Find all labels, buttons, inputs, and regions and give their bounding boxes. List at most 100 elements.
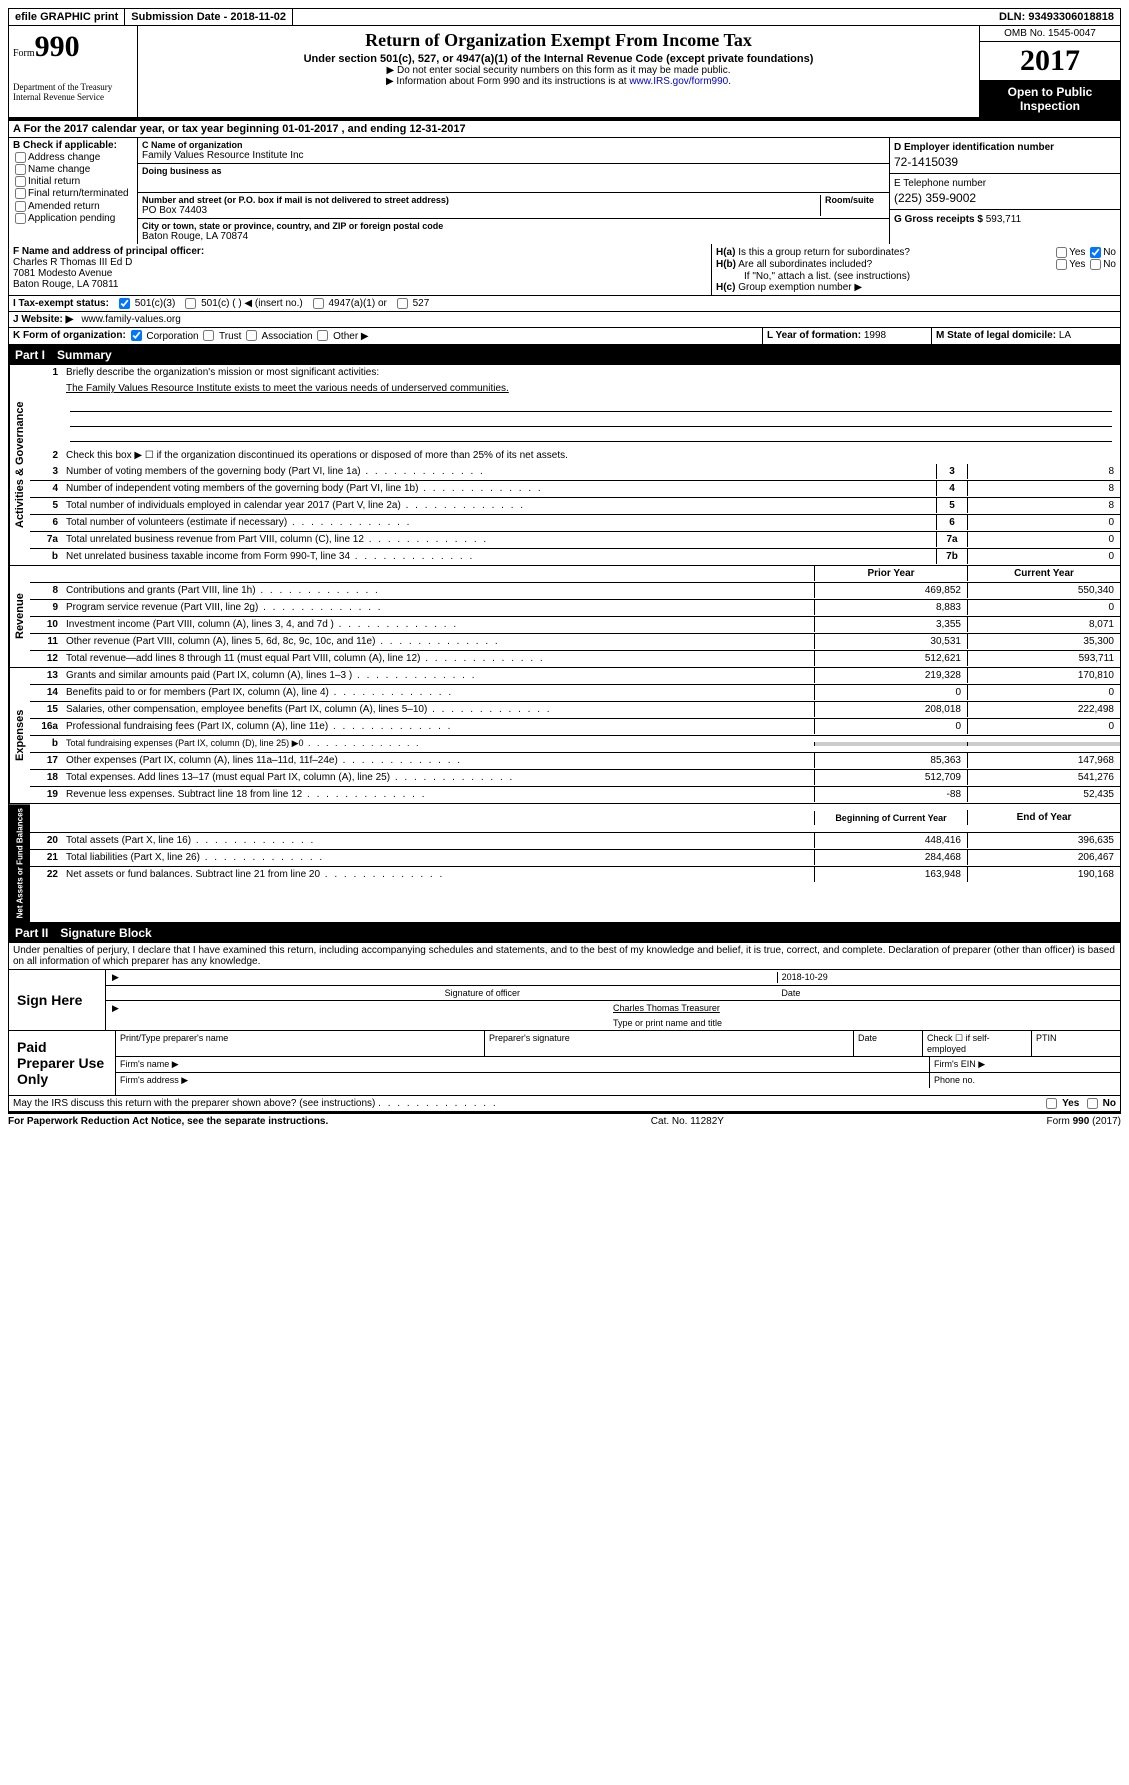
line-val: 8 xyxy=(967,498,1120,513)
line-prior: 208,018 xyxy=(814,702,967,717)
pp-sig: Preparer's signature xyxy=(485,1031,854,1056)
instr-link: ▶ Information about Form 990 and its ins… xyxy=(142,76,975,87)
addr-label: Number and street (or P.O. box if mail i… xyxy=(142,195,816,205)
cb-initial-return[interactable]: Initial return xyxy=(13,176,133,187)
line-prior: 0 xyxy=(814,685,967,700)
room-label: Room/suite xyxy=(821,195,885,216)
hb-note: If "No," attach a list. (see instruction… xyxy=(716,271,1116,282)
year-formation: 1998 xyxy=(864,330,886,341)
cb-501c[interactable]: 501(c) ( ) ◀ (insert no.) xyxy=(183,298,302,309)
cb-amended[interactable]: Amended return xyxy=(13,201,133,212)
hb-text: Are all subordinates included? xyxy=(738,259,872,270)
line-prior: 512,709 xyxy=(814,770,967,785)
line-current: 206,467 xyxy=(967,850,1120,865)
cb-name-change[interactable]: Name change xyxy=(13,164,133,175)
firm-phone: Phone no. xyxy=(930,1073,1120,1088)
col-c: C Name of organization Family Values Res… xyxy=(138,138,890,244)
line-desc: Number of independent voting members of … xyxy=(62,481,936,496)
line-current: 550,340 xyxy=(967,583,1120,598)
ha-yes[interactable] xyxy=(1056,247,1067,258)
line-val: 8 xyxy=(967,464,1120,479)
line-val: 0 xyxy=(967,532,1120,547)
line-val: 0 xyxy=(967,515,1120,530)
irs-link[interactable]: www.IRS.gov/form990 xyxy=(629,76,728,87)
line-current: 170,810 xyxy=(967,668,1120,683)
cb-4947[interactable]: 4947(a)(1) or xyxy=(311,298,387,309)
col-b: B Check if applicable: Address change Na… xyxy=(9,138,138,244)
cb-trust[interactable]: Trust xyxy=(201,331,241,342)
cb-527[interactable]: 527 xyxy=(395,298,429,309)
dept-treasury: Department of the Treasury xyxy=(13,82,133,92)
th-current: Current Year xyxy=(967,566,1120,581)
dln: DLN: 93493306018818 xyxy=(293,9,1120,25)
line-prior xyxy=(814,742,967,746)
line-prior: 8,883 xyxy=(814,600,967,615)
line-desc: Grants and similar amounts paid (Part IX… xyxy=(62,668,814,683)
line-prior: 284,468 xyxy=(814,850,967,865)
line-desc: Total number of volunteers (estimate if … xyxy=(62,515,936,530)
date-label: Date xyxy=(777,988,1114,998)
hb-yes[interactable] xyxy=(1056,259,1067,270)
line-prior: 3,355 xyxy=(814,617,967,632)
firm-ein: Firm's EIN ▶ xyxy=(930,1057,1120,1072)
th-prior: Prior Year xyxy=(814,566,967,581)
line-desc: Total assets (Part X, line 16) xyxy=(62,833,814,848)
part1-gov: Activities & Governance 1 Briefly descri… xyxy=(8,365,1121,566)
line-current: 52,435 xyxy=(967,787,1120,802)
dept-irs: Internal Revenue Service xyxy=(13,92,133,102)
sig-date: 2018-10-29 xyxy=(778,972,1114,983)
cb-address-change[interactable]: Address change xyxy=(13,152,133,163)
officer-addr2: Baton Rouge, LA 70811 xyxy=(13,279,707,290)
submission-date: Submission Date - 2018-11-02 xyxy=(125,9,293,25)
th-begin: Beginning of Current Year xyxy=(814,811,967,825)
gross-val: 593,711 xyxy=(986,214,1021,225)
cb-other[interactable]: Other ▶ xyxy=(315,331,368,342)
ha-no[interactable] xyxy=(1090,247,1101,258)
ein-label: D Employer identification number xyxy=(894,142,1116,153)
signature-block: Under penalties of perjury, I declare th… xyxy=(8,943,1121,1031)
line-desc: Total unrelated business revenue from Pa… xyxy=(62,532,936,547)
ein: 72-1415039 xyxy=(894,155,1116,169)
typed-name: Charles Thomas Treasurer xyxy=(613,1003,1114,1014)
pp-name: Print/Type preparer's name xyxy=(116,1031,485,1056)
cb-corp[interactable]: Corporation xyxy=(129,331,199,342)
cb-assoc[interactable]: Association xyxy=(244,331,312,342)
line-prior: 512,621 xyxy=(814,651,967,666)
cb-501c3[interactable]: 501(c)(3) xyxy=(117,298,175,309)
instr-ssn: ▶ Do not enter social security numbers o… xyxy=(142,65,975,76)
cb-app-pending[interactable]: Application pending xyxy=(13,213,133,224)
typed-label: Type or print name and title xyxy=(613,1018,1114,1028)
th-end: End of Year xyxy=(967,810,1120,825)
open-public: Open to PublicInspection xyxy=(980,81,1120,117)
line-current: 396,635 xyxy=(967,833,1120,848)
line-desc: Total liabilities (Part X, line 26) xyxy=(62,850,814,865)
discuss-yes[interactable] xyxy=(1046,1098,1057,1109)
line-desc: Total fundraising expenses (Part IX, col… xyxy=(62,736,814,751)
sign-here: Sign Here xyxy=(9,970,106,1030)
org-name: Family Values Resource Institute Inc xyxy=(142,150,885,161)
part1-net: Net Assets or Fund Balances Beginning of… xyxy=(8,804,1121,923)
discuss-no[interactable] xyxy=(1087,1098,1098,1109)
officer-addr1: 7081 Modesto Avenue xyxy=(13,268,707,279)
form-header: Form990 Department of the Treasury Inter… xyxy=(8,26,1121,118)
pp-ptin: PTIN xyxy=(1032,1031,1120,1056)
officer-label: F Name and address of principal officer: xyxy=(13,246,707,257)
cb-final-return[interactable]: Final return/terminated xyxy=(13,188,133,199)
line-desc: Professional fundraising fees (Part IX, … xyxy=(62,719,814,734)
main-title: Return of Organization Exempt From Incom… xyxy=(142,30,975,51)
part1-exp: Expenses 13Grants and similar amounts pa… xyxy=(8,668,1121,804)
row-kl: K Form of organization: Corporation Trus… xyxy=(8,328,1121,344)
cat-no: Cat. No. 11282Y xyxy=(651,1116,724,1127)
website: www.family-values.org xyxy=(81,314,180,325)
hb-no[interactable] xyxy=(1090,259,1101,270)
line-current: 147,968 xyxy=(967,753,1120,768)
city: Baton Rouge, LA 70874 xyxy=(142,231,885,242)
line-desc: Contributions and grants (Part VIII, lin… xyxy=(62,583,814,598)
line-prior: 469,852 xyxy=(814,583,967,598)
part1-header: Part I Summary xyxy=(8,345,1121,365)
pra-notice: For Paperwork Reduction Act Notice, see … xyxy=(8,1116,328,1127)
form-number: 990 xyxy=(35,30,80,63)
line-val: 8 xyxy=(967,481,1120,496)
top-bar: efile GRAPHIC print Submission Date - 20… xyxy=(8,8,1121,26)
form-label: Form xyxy=(13,48,35,59)
